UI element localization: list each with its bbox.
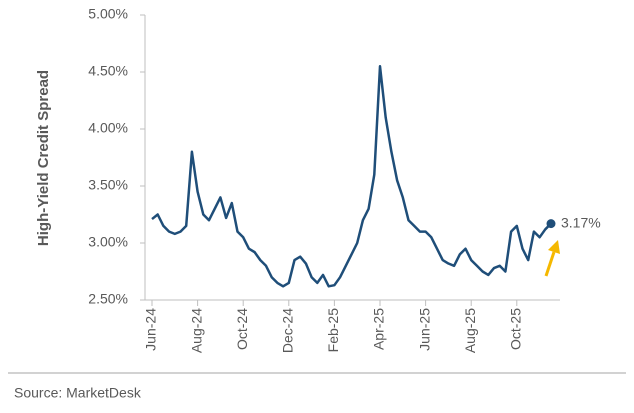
arrow (544, 251, 556, 277)
x-tick-label: Aug-25 (462, 308, 478, 353)
line (151, 65, 552, 288)
x-tick-label: Oct-25 (508, 308, 524, 350)
x-tick-label: Jun-25 (416, 308, 432, 351)
end-point (546, 219, 556, 229)
x-tick-label: Oct-24 (234, 308, 250, 350)
y-tick-label: 4.00% (88, 120, 128, 136)
y-axis-label: High-Yield Credit Spread (35, 70, 52, 246)
y-tick-label: 4.50% (88, 63, 128, 79)
arrowhead (548, 240, 560, 254)
x-tick-label: Dec-24 (280, 308, 296, 353)
y-tick-label: 2.50% (88, 291, 128, 307)
x-tick-label: Aug-24 (188, 308, 204, 353)
source: Source: MarketDesk (14, 385, 142, 401)
x-tick-label: Feb-25 (325, 308, 341, 353)
y-tick-label: 3.50% (88, 177, 128, 193)
value-label: 3.17% (561, 214, 601, 230)
x-tick-label: Jun-24 (143, 308, 159, 351)
y-tick-label: 3.00% (88, 234, 128, 250)
x-tick-label: Apr-25 (371, 308, 387, 350)
y-tick-label: 5.00% (88, 6, 128, 22)
